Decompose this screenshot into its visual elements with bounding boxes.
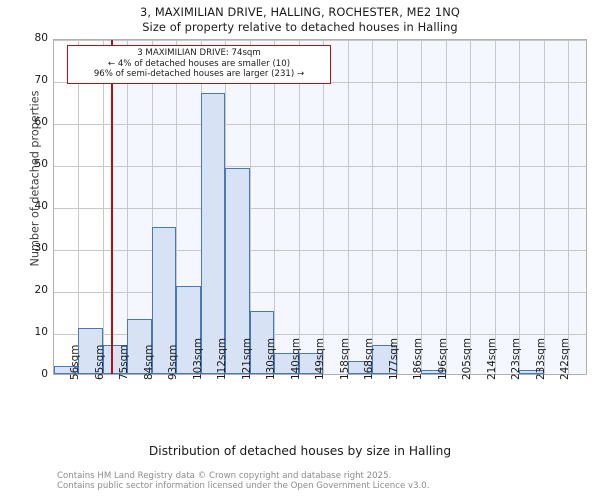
x-tick-214sqm: 214sqm — [485, 338, 498, 380]
bar-121sqm — [225, 168, 250, 374]
x-tick-233sqm: 233sqm — [534, 338, 547, 380]
gridline-x-17 — [470, 40, 472, 374]
x-tick-186sqm: 186sqm — [412, 338, 425, 380]
gridline-x-4 — [151, 40, 153, 374]
x-tick-121sqm: 121sqm — [240, 338, 253, 380]
x-tick-168sqm: 168sqm — [363, 338, 376, 380]
gridline-x-16 — [445, 40, 447, 374]
x-tick-75sqm: 75sqm — [118, 344, 131, 380]
x-tick-177sqm: 177sqm — [387, 338, 400, 380]
bar-140sqm — [274, 353, 299, 374]
bar-177sqm — [372, 344, 397, 374]
gridline-y-10 — [54, 334, 586, 335]
gridline-x-5 — [176, 40, 178, 374]
bar-103sqm — [176, 285, 201, 374]
gridline-x-3 — [127, 40, 129, 374]
footer-line-2: Contains public sector information licen… — [57, 481, 430, 492]
x-tick-65sqm: 65sqm — [93, 344, 106, 380]
x-tick-205sqm: 205sqm — [461, 338, 474, 380]
x-tick-103sqm: 103sqm — [191, 338, 204, 380]
gridline-x-9 — [274, 40, 276, 374]
footer-attribution: Contains HM Land Registry data © Crown c… — [57, 471, 429, 492]
x-tick-149sqm: 149sqm — [314, 338, 327, 380]
bar-65sqm — [78, 327, 103, 374]
x-tick-84sqm: 84sqm — [142, 344, 155, 380]
bar-168sqm — [347, 361, 373, 374]
annotation-callout: 3 MAXIMILIAN DRIVE: 74sqm ← 4% of detach… — [67, 45, 331, 84]
bar-112sqm — [200, 92, 226, 374]
gridline-y-60 — [54, 124, 586, 125]
x-tick-140sqm: 140sqm — [289, 338, 302, 380]
footer-line-1: Contains HM Land Registry data © Crown c… — [57, 471, 392, 481]
x-tick-130sqm: 130sqm — [265, 338, 278, 380]
page-title: 3, MAXIMILIAN DRIVE, HALLING, ROCHESTER,… — [140, 5, 460, 19]
gridline-y-50 — [54, 166, 586, 167]
gridline-y-30 — [54, 250, 586, 251]
title-block: 3, MAXIMILIAN DRIVE, HALLING, ROCHESTER,… — [0, 5, 600, 35]
gridline-x-2 — [102, 40, 104, 374]
x-tick-242sqm: 242sqm — [559, 338, 572, 380]
bar-130sqm — [249, 311, 275, 374]
x-tick-112sqm: 112sqm — [216, 338, 229, 380]
bar-196sqm — [421, 369, 446, 374]
annotation-line-3: 96% of semi-detached houses are larger (… — [93, 69, 305, 80]
gridline-x-15 — [421, 40, 423, 374]
x-tick-93sqm: 93sqm — [167, 344, 180, 380]
gridline-x-19 — [519, 40, 521, 374]
gridline-y-20 — [54, 292, 586, 293]
gridline-x-21 — [568, 40, 570, 374]
bar-93sqm — [151, 227, 177, 374]
y-tick-0: 0 — [41, 368, 48, 380]
bar-233sqm — [519, 369, 544, 374]
gridline-x-10 — [298, 40, 300, 374]
gridline-y-80 — [54, 40, 586, 41]
bar-75sqm — [102, 344, 128, 374]
annotation-line-1: 3 MAXIMILIAN DRIVE: 74sqm — [137, 48, 261, 58]
x-tick-196sqm: 196sqm — [436, 338, 449, 380]
x-tick-158sqm: 158sqm — [338, 338, 351, 380]
bar-56sqm — [54, 365, 79, 374]
gridline-x-1 — [78, 40, 80, 374]
gridline-x-18 — [494, 40, 496, 374]
plot-area — [53, 39, 587, 375]
gridline-x-11 — [323, 40, 325, 374]
bar-84sqm — [127, 319, 152, 374]
chart-subtitle: Size of property relative to detached ho… — [142, 20, 458, 34]
plot-left-unshaded-region — [54, 40, 112, 374]
property-marker-line — [111, 40, 114, 374]
x-tick-56sqm: 56sqm — [69, 344, 82, 380]
bar-149sqm — [298, 353, 324, 374]
gridline-x-14 — [396, 40, 398, 374]
y-axis-title: Number of detached properties — [28, 90, 42, 267]
gridline-y-40 — [54, 208, 586, 209]
gridline-x-20 — [543, 40, 545, 374]
annotation-line-2: ← 4% of detached houses are smaller (10) — [107, 58, 291, 69]
x-tick-223sqm: 223sqm — [510, 338, 523, 380]
gridline-x-13 — [372, 40, 374, 374]
gridline-x-12 — [347, 40, 349, 374]
x-axis-title: Distribution of detached houses by size … — [148, 444, 452, 458]
gridline-x-8 — [249, 40, 251, 374]
